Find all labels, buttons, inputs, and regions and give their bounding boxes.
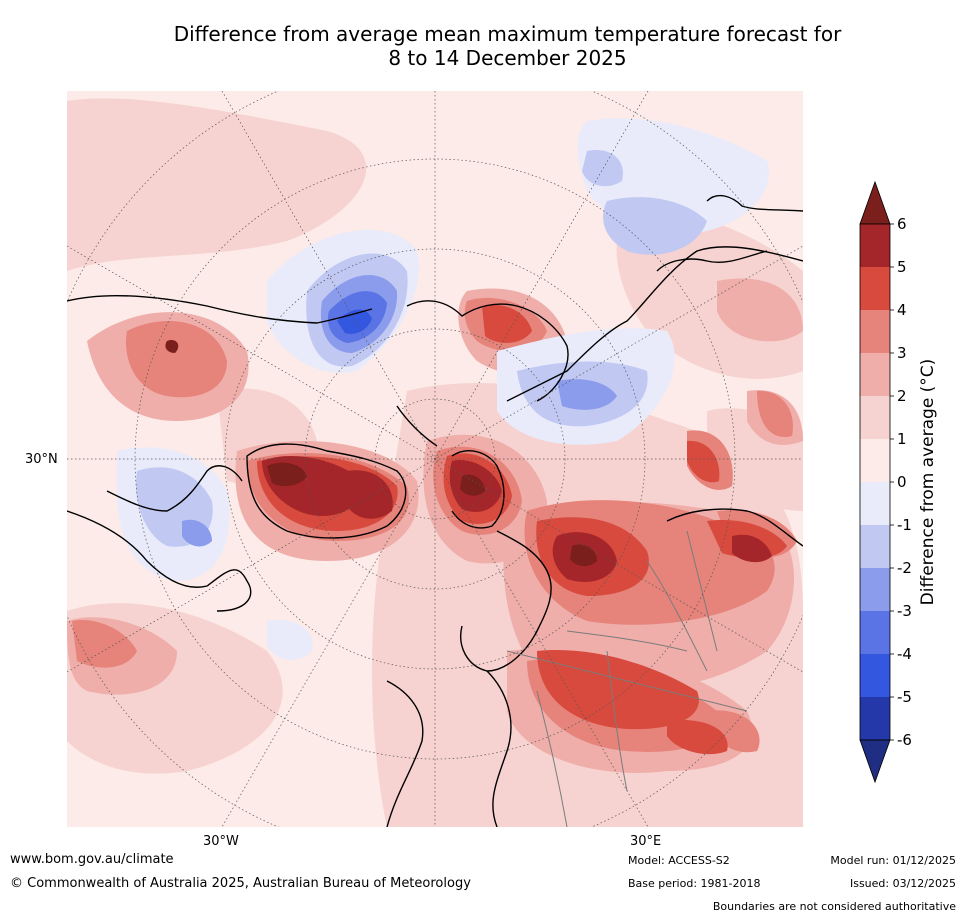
colorbar-tick-label: 0 <box>897 473 907 491</box>
footer-model: Model: ACCESS-S2 <box>628 854 730 867</box>
colorbar-under-triangle <box>859 739 891 784</box>
colorbar-tick-label: 4 <box>897 301 907 319</box>
country-borders <box>506 530 748 827</box>
anomaly-above-6 <box>165 340 597 567</box>
lat-label-30n: 30°N <box>25 452 58 467</box>
footer-url[interactable]: www.bom.gov.au/climate <box>10 852 174 867</box>
colorbar-tick-label: 6 <box>897 215 907 233</box>
colorbar-tick-label: 1 <box>897 430 907 448</box>
colorbar-segment <box>860 482 890 525</box>
map-canvas <box>67 91 803 827</box>
lon-label-30e: 30°E <box>630 834 662 849</box>
colorbar-tick-label: -6 <box>897 731 912 749</box>
lon-label-30w: 30°W <box>203 834 239 849</box>
coastlines <box>67 194 803 827</box>
colorbar-tick-label: 3 <box>897 344 907 362</box>
colorbar-segment <box>860 525 890 568</box>
colorbar-tick-label: -5 <box>897 688 912 706</box>
colorbar-tick-label: 2 <box>897 387 907 405</box>
colorbar-tick-label: 5 <box>897 258 907 276</box>
colorbar-segment <box>860 224 890 267</box>
footer-model-run: Model run: 01/12/2025 <box>830 854 956 867</box>
footer-base-period: Base period: 1981-2018 <box>628 877 761 890</box>
colorbar-segment <box>860 568 890 611</box>
colorbar-tick-label: -4 <box>897 645 912 663</box>
title-line-1: Difference from average mean maximum tem… <box>173 22 842 46</box>
footer-disclaimer: Boundaries are not considered authoritat… <box>712 900 956 913</box>
colorbar-tick-label: -1 <box>897 516 912 534</box>
footer-issued: Issued: 03/12/2025 <box>849 877 956 890</box>
title-line-2: 8 to 14 December 2025 <box>388 46 627 70</box>
colorbar-segment <box>860 396 890 439</box>
colorbar-svg: 6 5 4 3 2 1 0 -1 -2 -3 -4 -5 -6 <box>859 180 912 784</box>
colorbar-label: Difference from average (°C) <box>918 358 938 606</box>
colorbar-segment <box>860 267 890 310</box>
graticule <box>67 91 803 827</box>
colorbar-segment <box>860 654 890 697</box>
colorbar-segment <box>860 611 890 654</box>
colorbar-tick-label: -3 <box>897 602 912 620</box>
temperature-anomaly-map <box>67 91 803 827</box>
colorbar: 6 5 4 3 2 1 0 -1 -2 -3 -4 -5 -6 <box>855 180 965 785</box>
footer-copyright: © Commonwealth of Australia 2025, Austra… <box>10 876 471 891</box>
colorbar-segment <box>860 353 890 396</box>
colorbar-segment <box>860 697 890 740</box>
colorbar-over-triangle <box>859 180 891 225</box>
colorbar-segment <box>860 439 890 482</box>
colorbar-segment <box>860 310 890 353</box>
map-title: Difference from average mean maximum tem… <box>60 22 955 70</box>
colorbar-tick-label: -2 <box>897 559 912 577</box>
